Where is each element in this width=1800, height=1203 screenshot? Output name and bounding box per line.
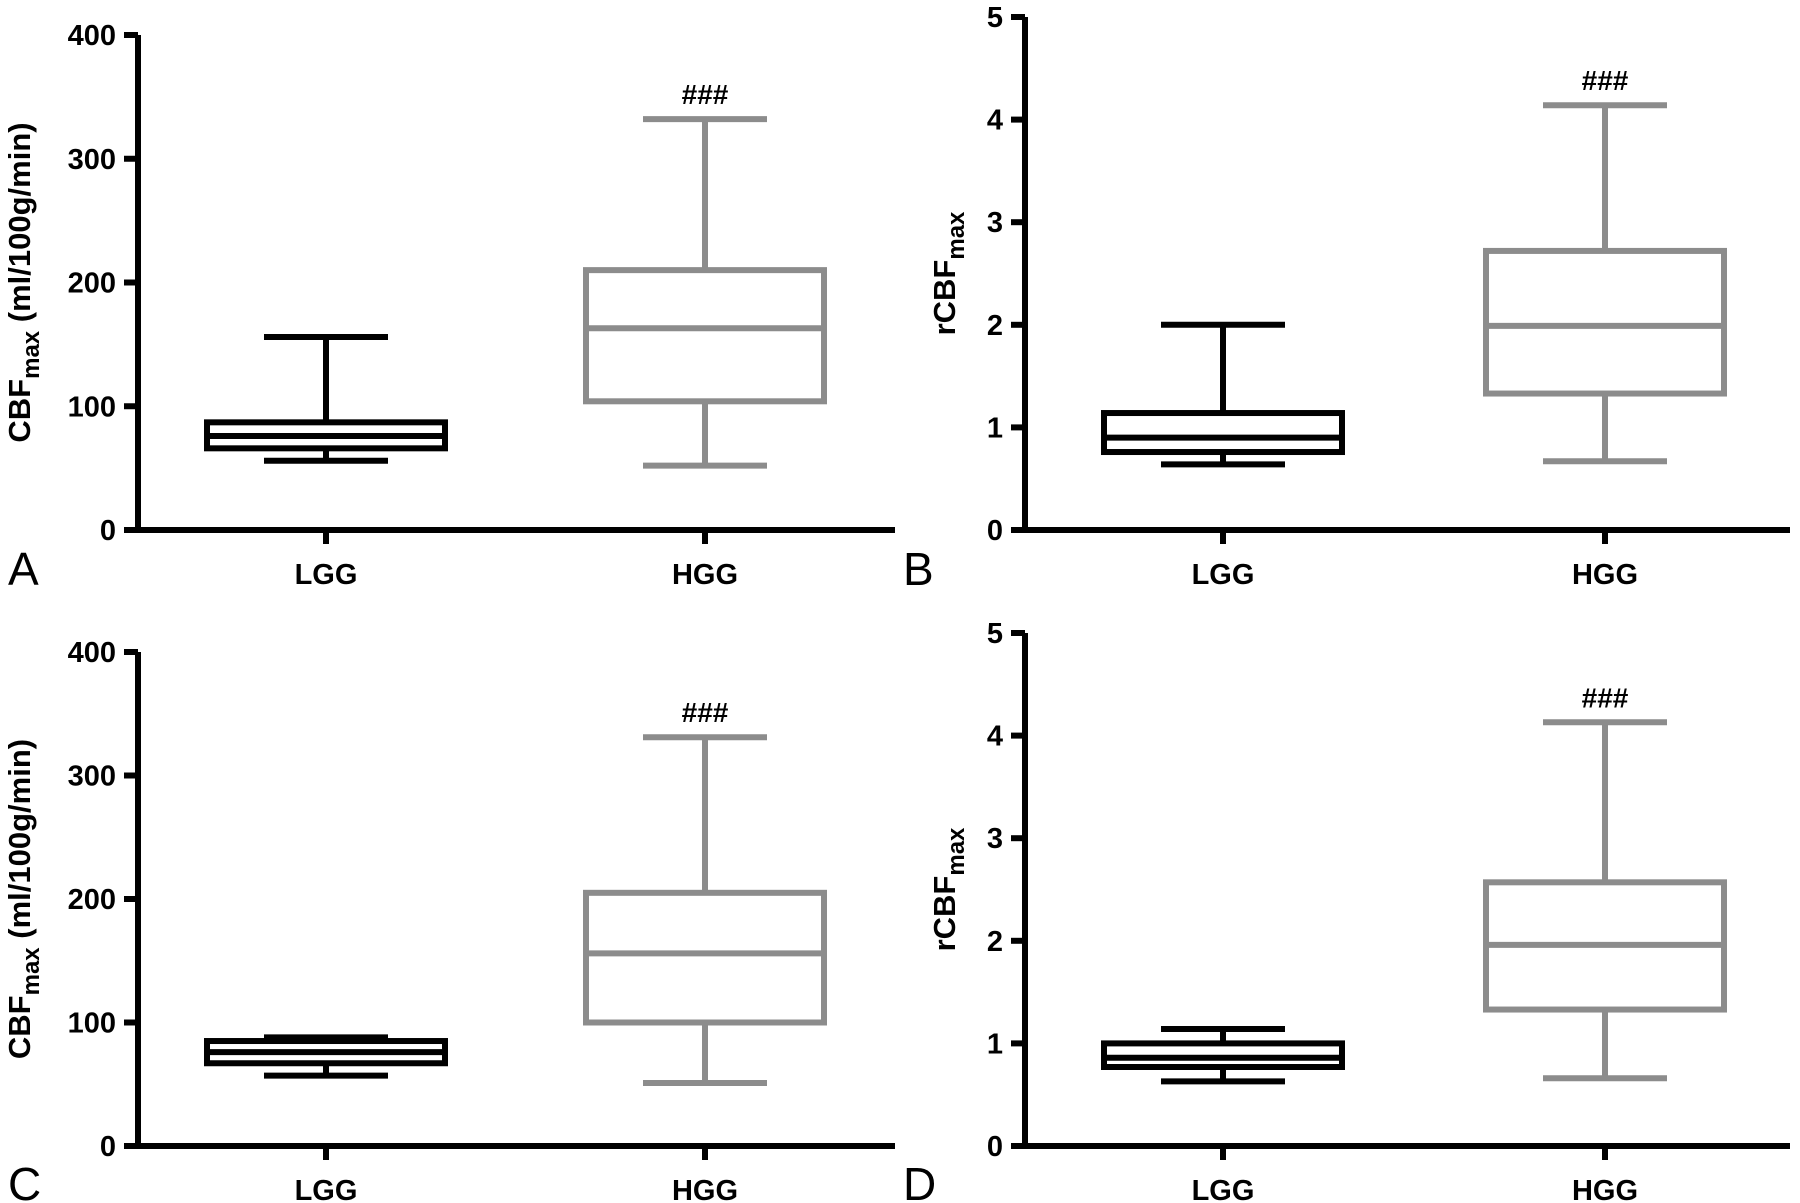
box-lgg — [1101, 1026, 1345, 1085]
box-lgg — [204, 333, 448, 464]
y-axis-title-main: CBF — [2, 995, 37, 1059]
panel-letter: C — [8, 1158, 41, 1203]
significance-annotation: ### — [682, 79, 729, 110]
y-tick-label: 0 — [100, 515, 116, 547]
x-tick-label-hgg: HGG — [1572, 1175, 1638, 1203]
panel-letter: A — [8, 543, 39, 595]
y-tick-label: 2 — [987, 926, 1003, 958]
chart-panel-b: 0 1 2 3 4 5 LGG HGG rCBFmax B ### — [903, 2, 1790, 595]
chart-panel-a: 0 100 200 300 400 LGG HGG CBFmax (ml/100g/min) A… — [2, 20, 895, 595]
iqr-box — [583, 267, 827, 405]
y-axis-title: rCBFmax — [927, 827, 970, 951]
y-axis-title-main: CBF — [2, 379, 37, 443]
y-tick-label: 1 — [987, 1028, 1003, 1060]
y-axis-title-subscript: max — [18, 330, 45, 379]
y-tick-label: 100 — [68, 391, 116, 423]
x-tick-label-lgg: LGG — [295, 559, 358, 591]
y-tick-label: 200 — [68, 268, 116, 300]
y-tick-label: 1 — [987, 412, 1003, 444]
y-tick-label: 4 — [987, 105, 1003, 137]
significance-annotation: ### — [682, 697, 729, 728]
y-tick-label: 100 — [68, 1008, 116, 1040]
y-tick-label: 400 — [68, 637, 116, 669]
chart-panel-d: 0 1 2 3 4 5 LGG HGG rCBFmax D ### — [903, 618, 1790, 1203]
significance-annotation: ### — [1582, 65, 1629, 96]
y-axis-title-unit: (ml/100g/min) — [2, 739, 37, 947]
x-tick-label-hgg: HGG — [1572, 559, 1638, 591]
y-tick-label: 2 — [987, 310, 1003, 342]
y-tick-label: 5 — [987, 618, 1003, 650]
x-tick-label-lgg: LGG — [295, 1175, 358, 1203]
y-axis-title-subscript: max — [18, 947, 45, 996]
y-tick-label: 200 — [68, 884, 116, 916]
box-hgg: ### — [1483, 682, 1727, 1082]
y-axis-title-subscript: max — [943, 827, 970, 876]
y-axis-title-subscript: max — [943, 211, 970, 260]
x-tick-label-hgg: HGG — [672, 1175, 738, 1203]
x-tick-label-lgg: LGG — [1192, 1175, 1255, 1203]
y-axis-title-unit: (ml/100g/min) — [2, 122, 37, 330]
iqr-box — [1483, 247, 1727, 397]
iqr-box — [1101, 410, 1345, 456]
y-axis-title-main: rCBF — [927, 260, 962, 336]
y-axis-title: CBFmax (ml/100g/min) — [2, 122, 45, 442]
y-tick-label: 300 — [68, 761, 116, 793]
y-tick-label: 4 — [987, 721, 1003, 753]
x-tick-label-hgg: HGG — [672, 559, 738, 591]
y-axis-title: rCBFmax — [927, 211, 970, 335]
y-axis-title-main: rCBF — [927, 876, 962, 952]
y-tick-label: 400 — [68, 20, 116, 52]
x-tick-label-lgg: LGG — [1192, 559, 1255, 591]
box-hgg: ### — [583, 79, 827, 469]
y-tick-label: 0 — [100, 1131, 116, 1163]
y-axis-title: CBFmax (ml/100g/min) — [2, 739, 45, 1059]
iqr-box — [583, 889, 827, 1026]
panel-letter: D — [903, 1158, 936, 1203]
y-tick-label: 3 — [987, 207, 1003, 239]
y-tick-label: 0 — [987, 515, 1003, 547]
y-tick-label: 5 — [987, 2, 1003, 34]
y-tick-label: 0 — [987, 1131, 1003, 1163]
y-tick-label: 300 — [68, 144, 116, 176]
significance-annotation: ### — [1582, 682, 1629, 713]
y-tick-label: 3 — [987, 823, 1003, 855]
box-hgg: ### — [583, 697, 827, 1087]
box-hgg: ### — [1483, 65, 1727, 465]
panel-letter: B — [903, 543, 934, 595]
box-lgg — [1101, 321, 1345, 468]
box-lgg — [204, 1034, 448, 1079]
